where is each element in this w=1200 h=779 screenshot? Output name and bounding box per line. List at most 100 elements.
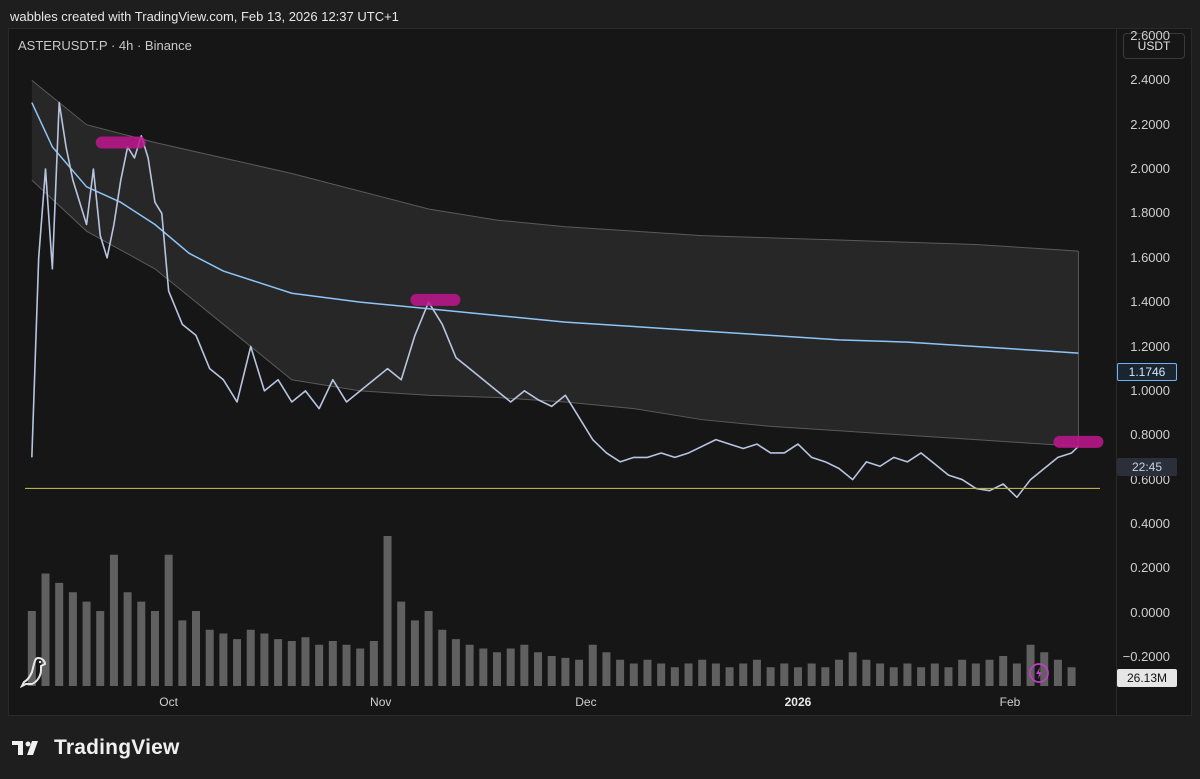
volume-bar (958, 659, 967, 686)
volume-bar (82, 601, 91, 686)
volume-bar (643, 659, 652, 686)
price-layer (31, 101, 1079, 499)
volume-bar (616, 659, 625, 686)
volume-bar (451, 639, 460, 686)
moving-average-line (31, 102, 1079, 354)
volume-bar (561, 657, 570, 686)
volume-bar (506, 648, 515, 686)
volume-bar (575, 659, 584, 686)
volume-bar (315, 644, 324, 686)
volume-bar (383, 536, 392, 686)
volume-bar (287, 641, 296, 686)
volume-bar (903, 663, 912, 686)
price-tick-label: 1.2000 (1130, 338, 1170, 354)
volume-bar (55, 582, 64, 686)
volume-bar (602, 652, 611, 686)
volume-bar (41, 573, 50, 686)
symbol-label[interactable]: ASTERUSDT.P · 4h · Binance (18, 38, 192, 53)
volume-bar (835, 659, 844, 686)
time-tick-label: Dec (575, 695, 597, 709)
time-tick-label: Feb (999, 695, 1021, 709)
volume-badge: 26.13M (1117, 669, 1177, 687)
volume-bar (369, 641, 378, 686)
price-tick-label: 0.8000 (1130, 427, 1170, 443)
volume-bar (752, 659, 761, 686)
price-tick-label: 2.2000 (1130, 116, 1170, 132)
volume-bar (192, 611, 201, 686)
highlight-layer (95, 136, 1104, 448)
volume-bar (657, 663, 666, 686)
volume-bar (534, 652, 543, 686)
volume-bar (109, 554, 118, 686)
price-tick-label: 1.0000 (1130, 382, 1170, 398)
volume-bar (1012, 663, 1021, 686)
band-fill (31, 80, 1079, 447)
volume-bar (219, 633, 228, 686)
ma-price-badge: 1.1746 (1117, 363, 1177, 381)
volume-bar (479, 648, 488, 686)
flash-icon[interactable] (1028, 662, 1050, 684)
volume-bar (711, 663, 720, 686)
volume-bar (178, 620, 187, 686)
volume-bar (68, 592, 77, 686)
ma-layer (31, 102, 1079, 354)
volume-bar (684, 663, 693, 686)
band-lower-line (31, 179, 1079, 447)
volume-bar (465, 644, 474, 686)
volume-bar (1067, 667, 1076, 686)
dinosaur-icon[interactable] (20, 656, 50, 688)
price-tick-label: −0.2000 (1122, 649, 1170, 664)
volume-bar (1040, 652, 1049, 686)
volume-bar (547, 656, 556, 686)
volume-bar (629, 663, 638, 686)
volume-bar (520, 644, 529, 686)
volume-bar (876, 663, 885, 686)
volume-bar (930, 663, 939, 686)
volume-bar (739, 663, 748, 686)
volume-bar (150, 611, 159, 686)
price-tick-label: 0.2000 (1130, 560, 1170, 576)
volume-bar (821, 667, 830, 686)
price-axis-separator (1116, 29, 1117, 715)
volume-bar (766, 667, 775, 686)
volume-bar (588, 644, 597, 686)
volume-bar (260, 633, 269, 686)
volume-bar (971, 663, 980, 686)
volume-bar (670, 667, 679, 686)
volume-bar (274, 639, 283, 686)
price-tick-label: 0.0000 (1130, 604, 1170, 620)
highlight-marker (410, 293, 461, 306)
band-layer (31, 79, 1079, 447)
volume-bar (725, 667, 734, 686)
highlight-marker (1053, 435, 1104, 448)
volume-bar (27, 611, 36, 686)
volume-bar (807, 663, 816, 686)
tradingview-logo[interactable]: TradingView (12, 736, 180, 760)
currency-selector[interactable]: USDT (1123, 33, 1185, 59)
volume-bar (397, 601, 406, 686)
volume-bar (780, 663, 789, 686)
price-tick-label: 1.4000 (1130, 294, 1170, 310)
volume-bar (123, 592, 132, 686)
volume-bar (205, 629, 214, 686)
volume-bar (944, 667, 953, 686)
volume-bar (164, 554, 173, 686)
volume-bar (862, 659, 871, 686)
price-tick-label: 2.6000 (1130, 28, 1170, 43)
volume-bar (793, 667, 802, 686)
volume-bar (96, 611, 105, 686)
price-tick-label: 0.4000 (1130, 515, 1170, 531)
price-tick-label: 1.8000 (1130, 205, 1170, 221)
volume-bar (492, 652, 501, 686)
volume-bar (438, 629, 447, 686)
volume-bar (999, 656, 1008, 686)
volume-layer (27, 536, 1076, 686)
countdown-badge: 22:45 (1117, 458, 1177, 476)
time-tick-label: 2026 (784, 695, 812, 709)
price-line (31, 101, 1079, 499)
time-tick-label: Nov (370, 695, 392, 709)
volume-bar (1053, 659, 1062, 686)
volume-bar (1026, 644, 1035, 686)
volume-bar (137, 601, 146, 686)
